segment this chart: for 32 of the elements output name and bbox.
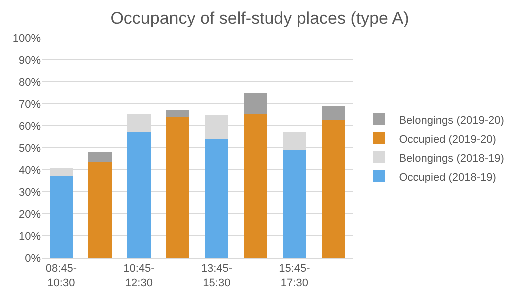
y-tick-label: 70% xyxy=(18,98,42,111)
bar xyxy=(283,150,306,258)
bar xyxy=(244,93,268,114)
legend-label: Belongings (2019-20) xyxy=(399,114,504,127)
bar xyxy=(88,152,112,162)
y-tick-label: 40% xyxy=(18,164,42,177)
chart-title: Occupancy of self-study places (type A) xyxy=(110,8,410,28)
legend-label: Occupied (2019-20) xyxy=(399,134,496,146)
bar xyxy=(244,114,268,258)
bar xyxy=(322,120,346,258)
y-tick-label: 0% xyxy=(25,252,42,265)
bar xyxy=(205,139,229,258)
bar xyxy=(88,162,112,258)
bar xyxy=(166,110,190,118)
y-tick-label: 10% xyxy=(18,230,42,243)
y-tick-label: 50% xyxy=(18,142,42,155)
bar xyxy=(128,132,151,258)
y-tick-label: 80% xyxy=(18,76,42,89)
legend-label: Belongings (2018-19) xyxy=(399,152,504,165)
x-tick-label: 08:45-10:30 xyxy=(46,263,78,290)
bar xyxy=(50,176,74,258)
bar xyxy=(322,106,346,120)
legend-label: Occupied (2018-19) xyxy=(399,172,496,184)
x-tick-label: 10:45-12:30 xyxy=(124,263,156,290)
y-tick-label: 20% xyxy=(18,208,42,221)
bar xyxy=(166,117,190,258)
y-tick-label: 100% xyxy=(12,32,42,45)
y-tick-label: 90% xyxy=(18,54,42,67)
x-tick-label: 15:45-17:30 xyxy=(279,263,311,290)
y-tick-label: 60% xyxy=(18,120,42,133)
x-tick-label: 13:45-15:30 xyxy=(201,263,233,290)
y-tick-label: 30% xyxy=(18,186,42,199)
